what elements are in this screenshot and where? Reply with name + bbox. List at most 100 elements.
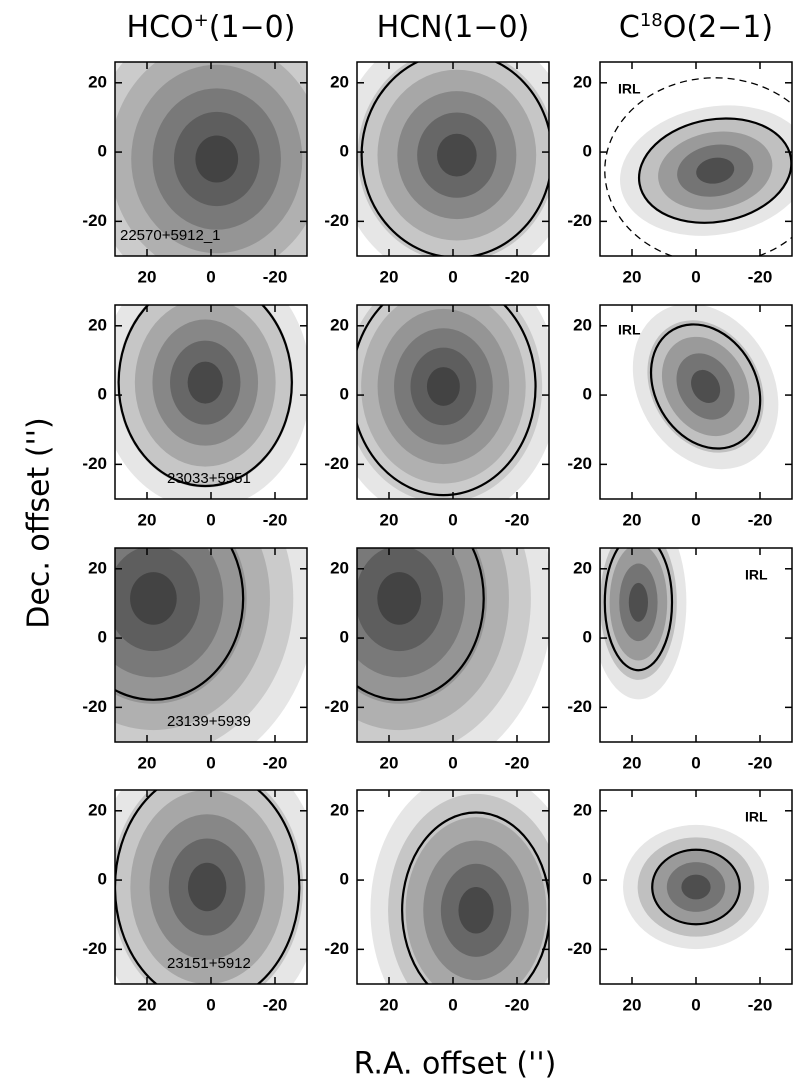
y-tick-label: -20 <box>82 211 107 230</box>
column-title: HCN(1−0) <box>377 10 530 45</box>
irl-label: IRL <box>618 81 641 97</box>
title-part: HCN(1−0) <box>377 10 530 45</box>
contour-map <box>623 824 769 950</box>
contour-map <box>357 62 549 256</box>
panel: 20 0 -20 -20 0 20 <box>324 547 550 772</box>
y-tick-label: -20 <box>324 454 349 473</box>
y-axis-label: Dec. offset ('') <box>22 417 57 628</box>
x-tick-label: -20 <box>748 267 773 286</box>
x-tick-label: -20 <box>505 753 530 772</box>
panel: 20 0 -20 -20 0 20 IRL <box>567 61 793 286</box>
contour-line <box>117 305 293 488</box>
contour-map <box>115 305 307 499</box>
panel: 20 0 -20 -20 0 20 <box>324 61 550 286</box>
source-label: 23139+5939 <box>167 713 251 730</box>
x-tick-label: -20 <box>263 267 288 286</box>
contour-map <box>357 548 549 742</box>
source-label: 23033+5951 <box>167 470 251 487</box>
y-tick-label: -20 <box>567 939 592 958</box>
x-tick-label: 0 <box>448 267 457 286</box>
x-tick-label: 0 <box>691 753 700 772</box>
y-tick-label: -20 <box>324 939 349 958</box>
contour-level <box>187 361 223 404</box>
y-tick-label: 20 <box>330 558 349 577</box>
contour-level <box>130 572 177 625</box>
irl-label: IRL <box>618 322 641 338</box>
y-tick-label: 0 <box>340 870 349 889</box>
y-tick-label: 20 <box>88 558 107 577</box>
y-tick-label: -20 <box>82 697 107 716</box>
x-tick-label: 20 <box>623 753 642 772</box>
y-tick-label: -20 <box>324 697 349 716</box>
x-tick-label: 20 <box>138 995 157 1014</box>
irl-label: IRL <box>745 567 768 583</box>
contour-line <box>360 62 549 256</box>
contour-map <box>604 77 792 256</box>
source-label: 23151+5912 <box>167 955 251 972</box>
contour-level <box>195 135 239 183</box>
x-tick-label: 0 <box>448 510 457 529</box>
irl-label: IRL <box>745 809 768 825</box>
x-tick-label: 20 <box>623 510 642 529</box>
contour-map <box>357 305 549 499</box>
y-tick-label: 0 <box>98 870 107 889</box>
x-tick-label: -20 <box>505 267 530 286</box>
y-tick-label: 0 <box>583 142 592 161</box>
y-tick-label: 20 <box>573 315 592 334</box>
column-title: C18O(2−1) <box>619 10 773 45</box>
y-tick-label: 0 <box>340 142 349 161</box>
x-tick-label: 20 <box>138 267 157 286</box>
y-tick-label: -20 <box>324 211 349 230</box>
contour-line <box>649 323 762 450</box>
y-tick-label: -20 <box>567 697 592 716</box>
panel: 20 0 -20 -20 0 20 23033+5951 <box>82 304 308 529</box>
contour-line <box>401 811 549 984</box>
x-tick-label: 0 <box>206 753 215 772</box>
y-tick-label: 0 <box>583 870 592 889</box>
x-tick-label: 0 <box>691 267 700 286</box>
title-part: + <box>194 10 209 31</box>
x-tick-label: -20 <box>505 995 530 1014</box>
panel: 20 0 -20 -20 0 20 22570+5912_1 <box>82 61 308 286</box>
y-tick-label: 20 <box>88 315 107 334</box>
x-tick-label: -20 <box>263 995 288 1014</box>
title-part: (1−0) <box>209 10 296 45</box>
y-tick-label: 20 <box>330 315 349 334</box>
y-tick-label: 0 <box>583 385 592 404</box>
contour-line <box>651 848 741 926</box>
x-tick-label: 20 <box>623 267 642 286</box>
contour-level <box>681 874 711 900</box>
x-tick-label: 0 <box>691 995 700 1014</box>
panel: 20 0 -20 -20 0 20 IRL <box>567 547 793 772</box>
contour-map <box>115 548 307 742</box>
contour-line <box>357 305 537 497</box>
x-tick-label: -20 <box>263 753 288 772</box>
contour-map <box>115 790 307 984</box>
panel: 20 0 -20 -20 0 20 IRL <box>567 789 793 1014</box>
contour-level <box>628 582 649 622</box>
x-tick-label: 20 <box>380 510 399 529</box>
y-tick-label: 0 <box>340 385 349 404</box>
y-tick-label: 0 <box>98 385 107 404</box>
title-part: HCO <box>127 10 194 45</box>
y-tick-label: 20 <box>88 800 107 819</box>
title-part: O(2−1) <box>663 10 773 45</box>
contour-line <box>115 548 245 701</box>
contour-line <box>357 548 485 701</box>
contour-level <box>187 862 227 912</box>
contour-map <box>115 62 307 256</box>
x-tick-label: 20 <box>623 995 642 1014</box>
y-tick-label: 0 <box>98 628 107 647</box>
y-tick-label: -20 <box>567 454 592 473</box>
contour-level <box>691 369 721 404</box>
x-axis-label: R.A. offset ('') <box>354 1047 557 1082</box>
panel: 20 0 -20 -20 0 20 <box>324 789 550 1014</box>
y-tick-label: 20 <box>573 558 592 577</box>
y-tick-label: 20 <box>573 72 592 91</box>
x-tick-label: -20 <box>263 510 288 529</box>
x-tick-label: 0 <box>206 995 215 1014</box>
contour-map <box>370 790 549 984</box>
panel: 20 0 -20 -20 0 20 23139+5939 <box>82 547 308 772</box>
x-tick-label: 0 <box>448 995 457 1014</box>
